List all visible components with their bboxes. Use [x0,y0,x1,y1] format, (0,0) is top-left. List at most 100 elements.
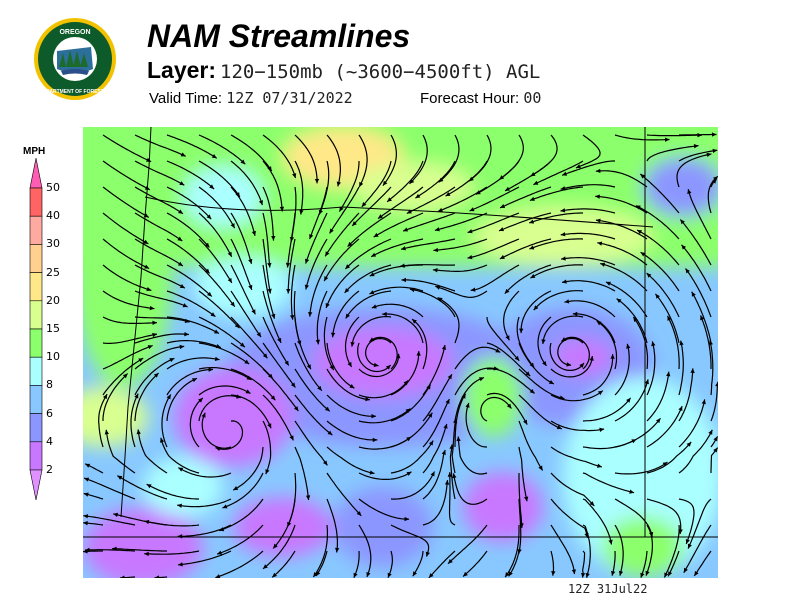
streamline-arrowhead [589,501,595,506]
streamline [312,524,328,578]
streamline [325,264,360,309]
layer-value: 120−150mb (~3600−4500ft) AGL [220,61,541,83]
streamline-arrowhead [219,527,225,532]
streamline [287,238,296,294]
streamline [358,408,411,424]
streamline [422,449,446,500]
streamline-arrowhead [369,337,375,342]
streamline [646,405,683,448]
streamline-map [83,127,718,578]
streamline [666,315,680,370]
streamline-arrowhead [138,358,144,363]
streamline-arrowhead [715,381,718,387]
streamline-arrowhead [258,200,263,206]
streamline-arrowhead [366,571,371,577]
streamline [550,420,605,432]
streamline [561,256,616,266]
legend-swatch [29,244,43,273]
streamline-arrowhead [160,437,165,443]
streamline-arrowhead [465,402,470,408]
streamline-arrowhead [514,355,520,361]
streamline-arrowhead [626,343,631,349]
streamline [134,186,184,215]
streamline [102,160,151,191]
streamline-arrowhead [529,196,535,201]
streamline-arrowhead [166,394,171,400]
streamline [597,242,648,266]
streamline-arrowhead [533,180,539,185]
streamline [230,316,268,359]
streamline-arrowhead [560,232,566,237]
forecast-hour-value: 00 [523,89,542,107]
streamline-arrowhead [329,365,334,371]
streamline-arrowhead [177,236,183,241]
valid-time-value: 12Z 07/31/2022 [226,89,353,107]
streamline-arrowhead [201,412,206,418]
streamline [305,212,328,264]
streamline [434,212,488,231]
streamline-arrowhead [599,427,605,432]
streamline-arrowhead [608,539,613,545]
streamline-arrowhead [350,341,355,347]
streamline [448,472,456,526]
streamline-arrowhead [330,332,336,338]
streamline [451,418,457,474]
streamline-arrowhead [349,383,355,389]
streamline [262,368,299,412]
streamline [166,264,213,297]
streamline-arrowhead [445,191,451,197]
streamline-arrowhead [143,239,149,244]
streamline [679,219,712,266]
streamline [457,436,488,475]
streamline [294,446,310,501]
streamline-arrowhead [447,374,452,380]
streamline-arrowhead [595,218,601,223]
streamline [445,160,488,197]
streamline [178,550,232,566]
streamline [550,446,603,468]
streamline [262,420,272,475]
streamline [102,186,150,218]
streamline [290,264,296,320]
streamline-arrowhead [579,363,585,368]
streamline [486,368,535,394]
streamline-arrowhead [691,291,696,297]
streamline-arrowhead [184,331,189,337]
streamline [326,394,377,417]
streamline-arrowhead [178,562,183,567]
streamline [663,524,680,578]
streamline-arrowhead [412,319,417,324]
streamline [581,550,586,578]
valid-time-label: Valid Time: [149,90,223,107]
legend-tick-label: 15 [46,322,60,335]
streamline-arrowhead [112,546,117,551]
streamline-arrowhead [561,279,567,284]
streamline-arrowhead [640,252,646,257]
streamline [600,262,648,292]
streamline [344,264,392,294]
streamline-arrowhead [712,148,718,154]
streamline-arrowhead [230,223,235,229]
streamline-arrowhead [713,447,718,453]
streamline [386,160,424,203]
streamline [294,368,331,412]
streamline [465,402,488,448]
streamline [232,446,264,491]
streamline [550,355,593,378]
streamline [361,160,392,208]
streamline-arrowhead [369,290,375,295]
streamline-arrowhead [683,567,688,573]
streamline [561,160,615,176]
streamline-arrowhead [177,534,183,539]
streamline [678,368,694,422]
streamline-arrowhead [146,484,152,489]
streamline [326,342,355,389]
streamline [215,550,264,578]
streamline [632,316,649,370]
streamline [326,368,371,401]
streamline-arrowhead [323,460,328,466]
streamline-arrowhead [447,472,452,477]
streamline-arrowhead [152,320,157,326]
streamline-arrowhead [286,288,291,294]
streamline-arrowhead [273,543,278,549]
